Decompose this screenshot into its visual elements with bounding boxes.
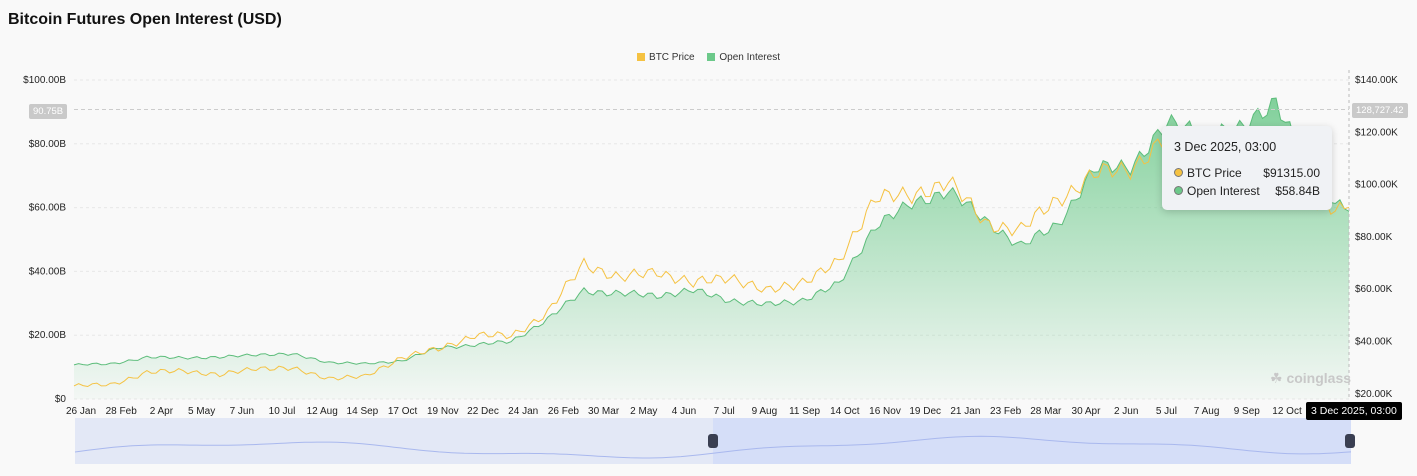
oi-dot-icon — [1174, 186, 1183, 195]
x-tick-label: 14 Sep — [347, 406, 379, 417]
navigator-selection — [713, 418, 1351, 464]
coinglass-watermark: ☘ coinglass — [1270, 370, 1352, 386]
open-interest-area — [74, 98, 1349, 399]
y-right-tick-label: $60.00K — [1355, 284, 1393, 295]
x-tick-label: 24 Jan — [508, 406, 538, 417]
y-right-tick-label: $120.00K — [1355, 127, 1398, 138]
x-tick-label: 7 Jul — [714, 406, 735, 417]
legend: BTC Price Open Interest — [0, 52, 1417, 63]
tooltip-value: $91315.00 — [1263, 166, 1320, 180]
btc-price-swatch — [637, 53, 646, 61]
crosshair-right-label: 128,727.42 — [1352, 103, 1408, 118]
x-tick-label: 26 Jan — [66, 406, 96, 417]
tooltip-label: Open Interest — [1187, 184, 1260, 198]
y-left-tick-label: $0 — [55, 394, 67, 405]
x-tick-label: 28 Feb — [106, 406, 138, 417]
tooltip-date: 3 Dec 2025, 03:00 — [1174, 140, 1277, 154]
x-tick-label: 12 Oct — [1272, 406, 1302, 417]
y-left-tick-label: $100.00B — [23, 75, 66, 86]
x-tick-label: 19 Nov — [427, 406, 459, 417]
btc-dot-icon — [1174, 168, 1183, 177]
x-tick-label: 28 Mar — [1030, 406, 1062, 417]
open-interest-swatch — [707, 53, 716, 61]
x-tick-label: 30 Mar — [588, 406, 620, 417]
legend-label: BTC Price — [649, 52, 695, 63]
y-left-tick-label: $20.00B — [29, 330, 67, 341]
x-tick-label: 21 Jan — [950, 406, 980, 417]
y-right-tick-label: $80.00K — [1355, 232, 1393, 243]
x-tick-label: 10 Jul — [269, 406, 296, 417]
btc-price-line — [73, 125, 1350, 388]
legend-label: Open Interest — [719, 52, 780, 63]
x-tick-label: 17 Oct — [388, 406, 418, 417]
y-left-tick-label: $80.00B — [29, 139, 67, 150]
x-tick-label: 19 Dec — [909, 406, 941, 417]
x-tick-label: 2 Jun — [1114, 406, 1138, 417]
x-tick-label: 16 Nov — [869, 406, 901, 417]
navigator-handle[interactable] — [1345, 434, 1355, 448]
crosshair-x-label: 3 Dec 2025, 03:00 — [1306, 402, 1402, 420]
x-tick-label: 5 Jul — [1156, 406, 1177, 417]
x-tick-label: 12 Aug — [307, 406, 338, 417]
x-tick-label: 2 May — [630, 406, 657, 417]
tooltip: 3 Dec 2025, 03:00 BTC Price $91315.00 Op… — [1162, 126, 1332, 210]
chart-title: Bitcoin Futures Open Interest (USD) — [8, 11, 282, 28]
y-right-tick-label: $20.00K — [1355, 389, 1393, 400]
crosshair-left-label: 90.75B — [29, 104, 68, 119]
y-right-tick-label: $140.00K — [1355, 75, 1398, 86]
tooltip-value: $58.84B — [1275, 184, 1320, 198]
open-interest-line — [73, 97, 1350, 366]
y-right-tick-label: $40.00K — [1355, 336, 1393, 347]
tooltip-row-btc: BTC Price $91315.00 — [1174, 166, 1320, 180]
x-tick-label: 7 Jun — [230, 406, 254, 417]
x-tick-label: 9 Aug — [752, 406, 778, 417]
x-tick-label: 23 Feb — [990, 406, 1022, 417]
x-tick-label: 2 Apr — [150, 406, 174, 417]
x-tick-label: 11 Sep — [789, 406, 820, 417]
y-right-tick-label: $100.00K — [1355, 180, 1398, 191]
x-tick-label: 30 Apr — [1072, 406, 1102, 417]
x-tick-label: 22 Dec — [467, 406, 499, 417]
x-tick-label: 26 Feb — [548, 406, 580, 417]
tooltip-row-oi: Open Interest $58.84B — [1174, 184, 1320, 198]
y-left-tick-label: $60.00B — [29, 203, 67, 214]
x-tick-label: 5 May — [188, 406, 215, 417]
x-tick-label: 14 Oct — [830, 406, 860, 417]
legend-btc-price[interactable]: BTC Price — [637, 52, 695, 63]
x-tick-label: 4 Jun — [672, 406, 696, 417]
x-tick-label: 9 Sep — [1234, 406, 1261, 417]
tooltip-label: BTC Price — [1187, 166, 1242, 180]
navigator-line — [74, 435, 1352, 459]
navigator-handle[interactable] — [708, 434, 718, 448]
legend-open-interest[interactable]: Open Interest — [707, 52, 780, 63]
x-tick-label: 7 Aug — [1194, 406, 1220, 417]
y-left-tick-label: $40.00B — [29, 266, 67, 277]
